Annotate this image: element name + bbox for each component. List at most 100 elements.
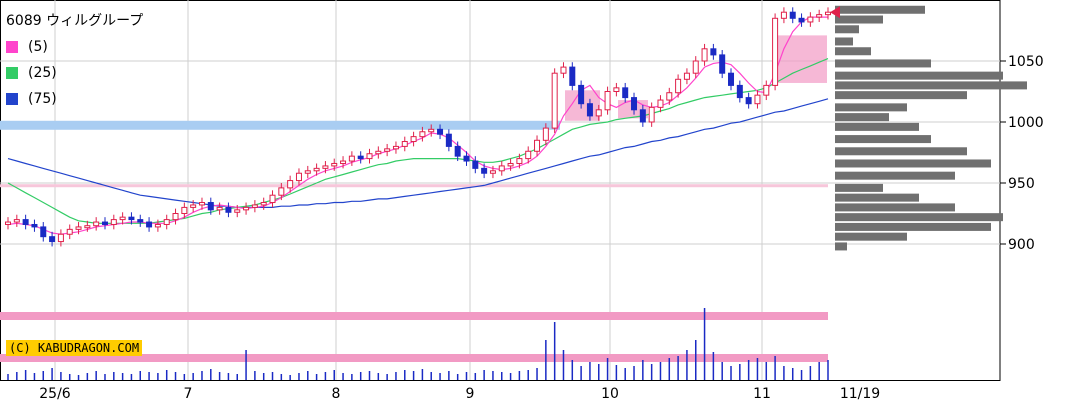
legend-item-ma25: (25) [6,60,143,86]
ma5-line [7,16,828,235]
candle-body [586,103,593,117]
volume-profile-bar [835,171,955,180]
candle-body [657,99,664,108]
candle-body [198,202,205,206]
candle-body [401,141,408,147]
candle-body [181,206,188,214]
legend-item-ma75: (75) [6,86,143,112]
candle-body [66,228,73,235]
legend-label-ma5: (5) [28,39,48,55]
y-tick-label: 1050 [1008,54,1044,70]
volume-profile-bar [835,122,919,131]
candle-body [322,165,329,169]
volume-profile-bar [835,222,991,231]
x-tick-label: 25/6 [39,386,71,402]
copyright-badge: (C) KABUDRAGON.COM [6,340,143,356]
candle-body [525,150,532,160]
volume-profile-bar [835,15,883,24]
candle-body [542,127,549,141]
candle-body [622,87,629,99]
candle-body [163,219,170,225]
candle-body [295,172,302,182]
candle-body [648,106,655,123]
volume-profile-bar [835,232,907,241]
volume-profile-bar [835,37,853,46]
legend-item-ma5: (5) [6,34,143,60]
candle-body [807,16,814,23]
candle-body [595,109,602,117]
y-tick-label: 950 [1008,176,1035,192]
legend-label-ma25: (25) [28,65,57,81]
legend-swatch-ma25 [6,67,18,79]
chart-title: 6089 ウィルグループ [6,13,144,29]
y-tick-label: 900 [1008,237,1035,253]
candle-body [428,128,435,133]
volume-profile-bar [835,147,967,156]
candle-body [683,72,690,80]
volume-profile-bar [835,159,991,168]
ma75-line [7,98,829,208]
candle-body [75,226,82,230]
volume-profile-bar [835,71,1003,80]
candle-body [234,209,241,213]
volume-profile-bar [835,203,955,212]
candle-body [498,165,505,172]
candle-body [57,233,64,243]
candle-body [763,84,770,96]
candle-body [84,225,91,229]
candle-body [304,170,311,174]
volume-profile-bar [835,47,871,56]
candle-body [675,78,682,94]
candle-body [313,167,320,172]
candle-body [745,97,752,105]
candle-body [207,202,214,211]
volume-profile-bar [835,135,931,144]
candle-body [507,162,514,167]
x-tick-label: 7 [184,386,193,402]
candle-body [287,180,294,189]
candle-body [49,236,56,243]
candle-body [481,167,488,174]
chart-legend: 6089 ウィルグループ (5) (25) (75) [6,8,143,112]
candle-body [798,17,805,23]
candle-body [260,202,267,206]
candle-body [534,139,541,152]
volume-profile-bar [835,25,859,34]
plot-border [0,0,1001,381]
candle-body [666,92,673,101]
x-tick-label: 11 [753,386,771,402]
candle-body [445,133,452,147]
legend-label-ma75: (75) [28,91,57,107]
candle-body [489,170,496,174]
volume-profile-bar [835,113,889,122]
candle-body [128,216,135,221]
candle-body [110,219,117,225]
x-tick-label: 11/19 [840,386,880,402]
candle-body [410,136,417,143]
candle-body [251,204,258,208]
candle-body [692,60,699,74]
candle-body [816,14,823,18]
candle-body [772,17,779,86]
resistance-line [0,184,828,188]
x-tick-label: 10 [601,386,619,402]
candle-body [40,226,47,238]
candle-body [780,11,787,19]
volume-profile-bar [835,103,907,112]
candle-body [604,91,611,111]
candle-body [551,72,558,129]
candle-body [101,221,108,225]
x-tick-label: 9 [466,386,475,402]
volume-profile-bar [835,193,919,202]
candle-body [569,66,576,86]
volume-profile-bar [835,183,883,192]
candle-body [472,160,479,169]
candle-body [754,94,761,105]
candle-body [366,153,373,160]
candle-body [463,155,470,162]
volume-profile-bar [835,59,931,68]
pink-band-top [0,312,828,320]
x-tick-label: 8 [332,386,341,402]
